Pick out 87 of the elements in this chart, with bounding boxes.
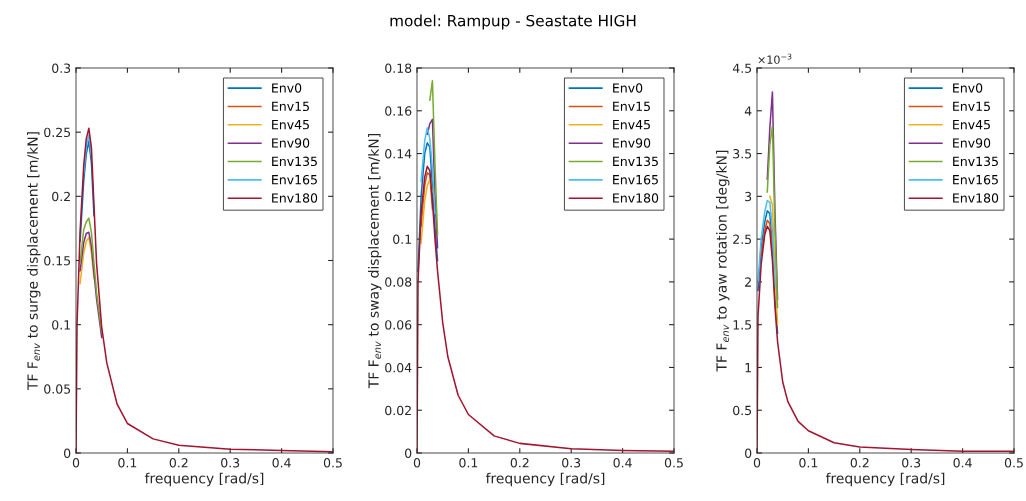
line-series — [79, 236, 95, 285]
x-tick-label: 0.2 — [510, 458, 529, 468]
y-tick-label: 2.5 — [733, 234, 752, 245]
line-series — [766, 125, 779, 309]
x-axis-title: frequency [rad/s] — [485, 472, 605, 487]
y-tick-label: 3 — [745, 191, 752, 202]
y-axis-title: TF F$_{env}$ to surge displacement [m/kN] — [27, 132, 41, 391]
x-tick-label: 0.1 — [459, 458, 478, 468]
y-tick-label: 0.05 — [44, 384, 71, 394]
y-axis-title: TF F$_{env}$ to yaw rotation [deg/kN] — [716, 150, 730, 372]
y-tick-label: 0.1 — [52, 320, 70, 330]
legend-label: Env0 — [272, 83, 302, 93]
x-tick-label: 0.2 — [169, 458, 188, 468]
legend-label: Env45 — [953, 120, 990, 130]
x-axis-title: frequency [rad/s] — [825, 472, 945, 487]
chart-title: model: Rampup - Seastate HIGH — [390, 14, 636, 30]
text: ×10$^{−3}$ — [758, 53, 792, 64]
y-tick-label: 0.04 — [385, 362, 412, 373]
legend-label: Env0 — [953, 83, 983, 93]
legend-label: Env0 — [613, 83, 643, 93]
line-series — [769, 195, 779, 326]
legend-label: Env90 — [613, 138, 651, 148]
line-series — [82, 133, 93, 174]
y-tick-label: 0 — [405, 448, 412, 458]
y-tick-label: 4 — [744, 106, 752, 116]
y-tick-label: 0.2 — [52, 191, 70, 202]
x-tick-label: 0.5 — [323, 458, 342, 468]
y-tick-label: 0.08 — [385, 277, 412, 287]
x-tick-label: 0.1 — [799, 458, 818, 468]
x-tick-label: 0.4 — [272, 458, 291, 468]
x-tick-label: 0.3 — [902, 458, 921, 468]
x-tick-label: 0.4 — [613, 458, 632, 468]
y-tick-label: 0.12 — [385, 191, 411, 202]
y-tick-label: 0.16 — [385, 106, 412, 116]
legend-label: Env165 — [613, 174, 658, 185]
y-tick-label: 0.15 — [44, 255, 71, 266]
line-series — [420, 178, 434, 245]
legend-label: Env15 — [272, 101, 309, 112]
x-tick-label: 0 — [753, 458, 761, 468]
y-tick-label: 0.18 — [385, 63, 412, 73]
x-tick-label: 0.3 — [221, 458, 240, 468]
x-tick-label: 0.5 — [664, 458, 683, 468]
legend-label: Env15 — [953, 101, 990, 112]
y-tick-label: 0.25 — [44, 127, 71, 138]
y-tick-label: 0.1 — [393, 234, 411, 245]
legend-label: Env165 — [272, 174, 317, 185]
line-series — [420, 172, 434, 228]
x-tick-label: 0 — [413, 458, 421, 468]
y-tick-label: 0.3 — [52, 63, 71, 73]
legend-label: Env165 — [953, 174, 998, 185]
y-tick-label: 1.5 — [733, 320, 752, 330]
line-series — [79, 231, 103, 339]
y-tick-label: 0.06 — [385, 320, 412, 330]
y-axis-title: TF F$_{env}$ to sway displacement [m/kN] — [368, 134, 382, 389]
legend-label: Env180 — [953, 193, 999, 203]
legend-label: Env180 — [272, 193, 318, 203]
y-tick-label: 0 — [745, 448, 752, 458]
legend-label: Env45 — [272, 120, 309, 130]
y-tick-label: 2 — [745, 277, 751, 287]
legend-label: Env135 — [613, 156, 658, 167]
x-tick-label: 0.3 — [562, 458, 581, 468]
y-tick-label: 0 — [64, 448, 71, 458]
y-tick-label: 3.5 — [733, 149, 752, 159]
line-series — [420, 127, 436, 215]
legend-label: Env45 — [613, 120, 650, 130]
legend-label: Env135 — [953, 156, 998, 167]
x-tick-label: 0.5 — [1004, 458, 1023, 468]
y-tick-label: 4.5 — [732, 63, 752, 73]
legend-label: Env90 — [272, 138, 310, 148]
legend-label: Env15 — [613, 101, 650, 112]
x-tick-label: 0.2 — [850, 458, 869, 468]
x-tick-label: 0.1 — [118, 458, 137, 468]
line-series — [79, 217, 103, 334]
y-tick-label: 0.02 — [385, 405, 411, 416]
legend-label: Env135 — [272, 156, 317, 167]
y-tick-label: 0.5 — [733, 405, 752, 416]
legend-label: Env180 — [613, 193, 659, 203]
line-series — [429, 80, 439, 236]
line-series — [760, 219, 774, 257]
x-tick-label: 0 — [72, 458, 80, 468]
x-axis-title: frequency [rad/s] — [144, 472, 264, 487]
x-tick-label: 0.4 — [953, 458, 972, 468]
line-series — [757, 199, 776, 287]
legend-label: Env90 — [953, 138, 991, 148]
line-series — [426, 118, 439, 249]
y-tick-label: 1 — [745, 363, 751, 373]
y-tick-label: 0.14 — [385, 149, 412, 159]
